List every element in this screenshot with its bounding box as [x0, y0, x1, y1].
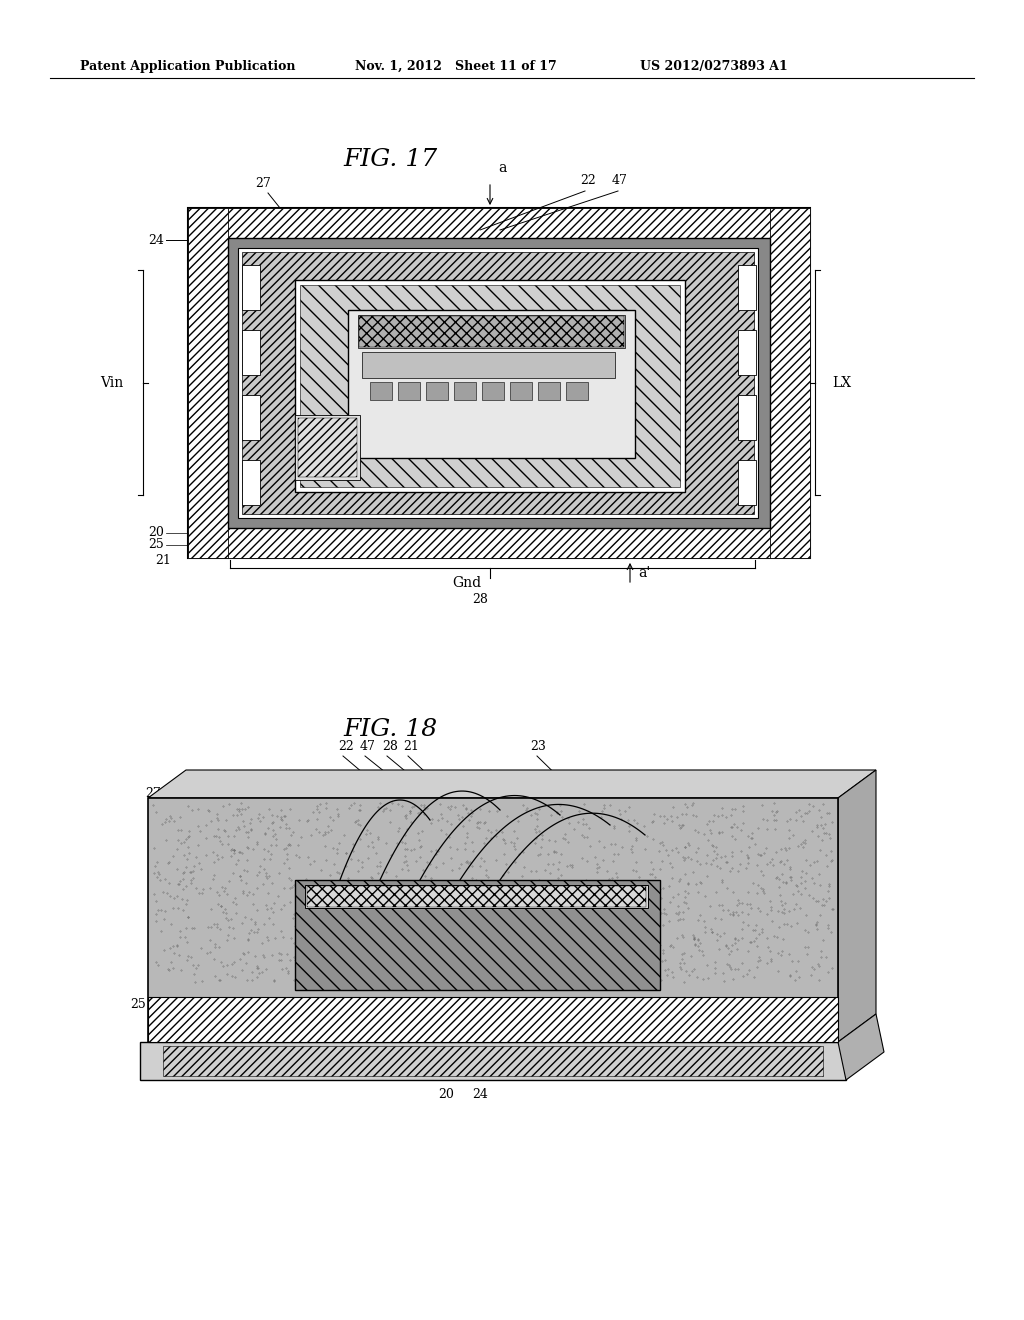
Text: LX: LX [831, 376, 851, 389]
Text: 20: 20 [148, 527, 164, 540]
Bar [295, 280, 685, 492]
Bar [188, 209, 228, 558]
Bar [163, 1045, 823, 1076]
Bar [140, 1041, 846, 1080]
Bar [242, 395, 260, 440]
Bar [242, 265, 260, 310]
Polygon shape [838, 770, 876, 1041]
Bar [295, 880, 660, 990]
Text: 28: 28 [472, 593, 487, 606]
Bar [738, 459, 756, 506]
Bar [348, 310, 635, 458]
Bar [370, 381, 392, 400]
Text: 27: 27 [255, 177, 270, 190]
Text: Gnd: Gnd [452, 576, 481, 590]
Bar [538, 381, 560, 400]
Text: a: a [498, 161, 507, 176]
Text: 21: 21 [403, 741, 419, 752]
Text: 20: 20 [438, 1088, 454, 1101]
Bar [566, 381, 588, 400]
Polygon shape [148, 770, 876, 799]
Text: 23: 23 [530, 741, 546, 752]
Bar [148, 997, 838, 1041]
Bar [770, 209, 810, 558]
Bar [242, 252, 754, 513]
Bar [298, 418, 357, 477]
Bar [295, 880, 660, 990]
Bar [238, 248, 758, 517]
Bar [738, 330, 756, 375]
Text: 25: 25 [130, 998, 145, 1011]
Text: 22: 22 [338, 741, 353, 752]
Text: 24: 24 [472, 1088, 487, 1101]
Bar [482, 381, 504, 400]
Bar [295, 414, 360, 480]
Bar [454, 381, 476, 400]
Bar [188, 209, 810, 558]
Bar [738, 265, 756, 310]
Bar [359, 315, 624, 347]
Text: 24: 24 [148, 234, 164, 247]
Bar [242, 459, 260, 506]
Bar [738, 395, 756, 440]
Text: 22: 22 [580, 174, 596, 187]
Text: US 2012/0273893 A1: US 2012/0273893 A1 [640, 59, 787, 73]
Text: 25: 25 [148, 539, 164, 552]
Text: FIG. 17: FIG. 17 [343, 148, 437, 172]
Text: 47: 47 [612, 174, 628, 187]
Text: Nov. 1, 2012   Sheet 11 of 17: Nov. 1, 2012 Sheet 11 of 17 [355, 59, 557, 73]
Bar [510, 381, 532, 400]
Bar [228, 238, 770, 528]
Bar [148, 799, 838, 1041]
Bar [188, 209, 810, 238]
Bar [305, 884, 648, 908]
Bar [300, 285, 680, 487]
Text: Patent Application Publication: Patent Application Publication [80, 59, 296, 73]
Bar [362, 352, 615, 378]
Polygon shape [838, 1014, 884, 1080]
Bar [358, 315, 625, 348]
Bar [242, 330, 260, 375]
Text: FIG. 18: FIG. 18 [343, 718, 437, 741]
Text: 47: 47 [360, 741, 376, 752]
Text: 28: 28 [382, 741, 398, 752]
Bar [307, 886, 646, 907]
Text: 27: 27 [145, 787, 161, 800]
Text: 21: 21 [155, 553, 171, 566]
Bar [426, 381, 449, 400]
Text: a': a' [638, 566, 650, 579]
Bar [188, 528, 810, 558]
Bar [398, 381, 420, 400]
Text: Vin: Vin [100, 376, 123, 389]
